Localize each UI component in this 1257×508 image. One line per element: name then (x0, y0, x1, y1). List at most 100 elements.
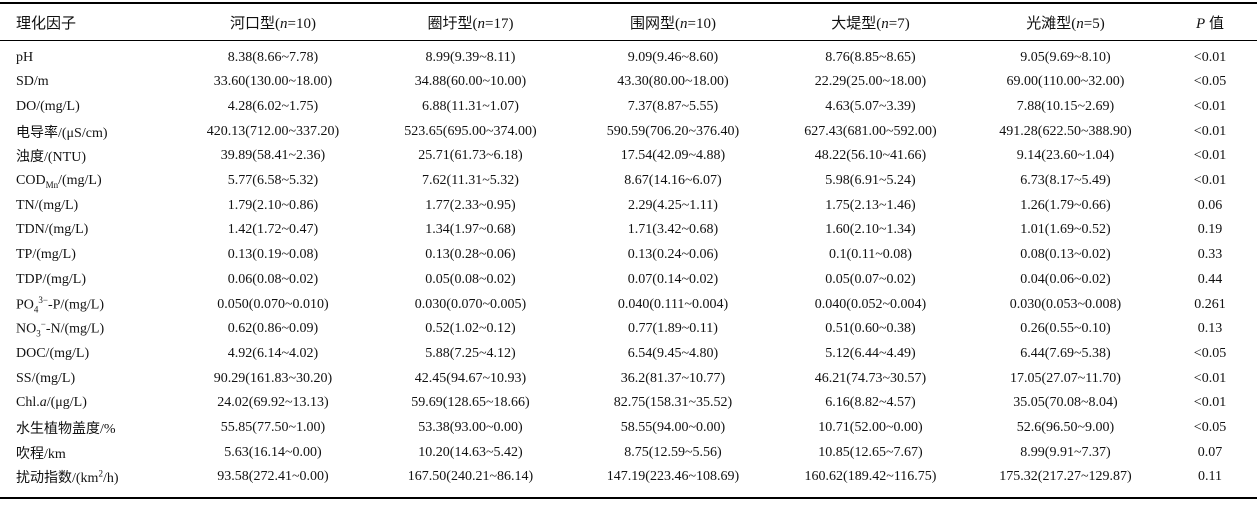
value-cell: 6.73(8.17~5.49) (1020, 173, 1111, 189)
table-row: 浊度/(NTU) 39.89(58.41~2.36) 25.71(61.73~6.1… (0, 144, 1257, 169)
value-cell: 6.44(7.69~5.38) (1020, 345, 1111, 361)
factor-cell: 扰动指数/(km2/h) (16, 468, 119, 487)
factor-cell: TN/(mg/L) (16, 197, 79, 213)
p-value-cell: 0.44 (1197, 271, 1223, 287)
value-cell: 1.42(1.72~0.47) (227, 222, 319, 238)
value-cell: 0.51(0.60~0.38) (825, 321, 916, 337)
p-value-cell: 0.261 (1194, 296, 1226, 312)
p-value-cell: <0.01 (1193, 173, 1227, 189)
factor-cell: Chl.a/(μg/L) (16, 395, 87, 411)
factor-cell: pH (16, 50, 34, 65)
p-value-cell: <0.01 (1193, 148, 1227, 164)
p-value-cell: <0.05 (1193, 419, 1227, 435)
table-row: 水生植物盖度/% 55.85(77.50~1.00) 53.38(93.00~0.0… (0, 416, 1257, 441)
value-cell: 5.98(6.91~5.24) (825, 173, 916, 189)
header-col-2: 圈圩型(n=17) (427, 15, 514, 32)
factor-cell: 浊度/(NTU) (16, 150, 86, 166)
p-value-cell: <0.01 (1193, 370, 1227, 386)
p-value-cell: 0.19 (1197, 222, 1223, 238)
value-cell: 0.05(0.07~0.02) (825, 271, 916, 287)
value-cell: 0.08(0.13~0.02) (1020, 247, 1111, 263)
factor-cell: 水生植物盖度/% (16, 421, 116, 437)
p-value-cell: <0.01 (1193, 123, 1227, 139)
table-row: SD/m 33.60(130.00~18.00) 34.88(60.00~10.00… (0, 70, 1257, 95)
bottom-rule (0, 497, 1257, 499)
value-cell: 8.76(8.85~8.65) (825, 50, 916, 65)
value-cell: 93.58(272.41~0.00) (217, 469, 329, 485)
value-cell: 25.71(61.73~6.18) (418, 148, 523, 164)
value-cell: 1.79(2.10~0.86) (227, 197, 319, 213)
value-cell: 0.050(0.070~0.010) (217, 296, 329, 312)
factor-cell: CODMn/(mg/L) (16, 172, 102, 190)
value-cell: 1.34(1.97~0.68) (425, 222, 516, 238)
value-cell: 0.13(0.24~0.06) (627, 247, 719, 263)
value-cell: 46.21(74.73~30.57) (814, 370, 927, 386)
table-row: PO43−-P/(mg/L) 0.050(0.070~0.010) 0.030(0.… (0, 292, 1257, 317)
value-cell: 36.2(81.37~10.77) (620, 370, 726, 386)
value-cell: 627.43(681.00~592.00) (804, 123, 937, 139)
value-cell: 10.20(14.63~5.42) (418, 444, 523, 460)
table-row: NO3−-N/(mg/L) 0.62(0.86~0.09) 0.52(1.02~0.… (0, 317, 1257, 342)
value-cell: 9.05(9.69~8.10) (1020, 50, 1111, 65)
value-cell: 1.75(2.13~1.46) (825, 197, 916, 213)
p-value-cell: 0.06 (1197, 197, 1223, 213)
value-cell: 6.88(11.31~1.07) (422, 99, 519, 115)
table-row: CODMn/(mg/L) 5.77(6.58~5.32) 7.62(11.31~5.… (0, 169, 1257, 194)
value-cell: 4.28(6.02~1.75) (227, 99, 319, 115)
value-cell: 6.54(9.45~4.80) (627, 345, 719, 361)
value-cell: 175.32(217.27~129.87) (999, 469, 1132, 485)
table-row: TDN/(mg/L) 1.42(1.72~0.47) 1.34(1.97~0.68)… (0, 218, 1257, 243)
value-cell: 420.13(712.00~337.20) (206, 123, 340, 139)
value-cell: 90.29(161.83~30.20) (213, 370, 333, 386)
header-col-4: 大堤型(n=7) (831, 15, 910, 32)
p-value-cell: <0.01 (1193, 50, 1227, 65)
value-cell: 147.19(223.46~108.69) (606, 469, 740, 485)
value-cell: 6.16(8.82~4.57) (825, 395, 916, 411)
value-cell: 2.29(4.25~1.11) (628, 197, 718, 213)
p-value-cell: <0.05 (1193, 74, 1227, 90)
header-col-3: 围网型(n=10) (630, 15, 716, 32)
value-cell: 8.38(8.66~7.78) (227, 50, 319, 65)
value-cell: 43.30(80.00~18.00) (617, 74, 729, 90)
value-cell: 10.71(52.00~0.00) (818, 419, 923, 435)
factor-cell: TP/(mg/L) (16, 247, 76, 263)
table-header: 理化因子 河口型(n=10) 圈圩型(n=17) 围网型(n=10) 大堤型(n… (0, 4, 1257, 40)
value-cell: 8.67(14.16~6.07) (624, 173, 722, 189)
value-cell: 0.13(0.28~0.06) (425, 247, 516, 263)
value-cell: 0.52(1.02~0.12) (425, 321, 516, 337)
table-body: pH 8.38(8.66~7.78) 8.99(9.39~8.11) 9.09(9.4… (0, 40, 1257, 490)
p-value-cell: 0.07 (1197, 444, 1223, 460)
value-cell: 8.99(9.91~7.37) (1020, 444, 1111, 460)
value-cell: 55.85(77.50~1.00) (220, 419, 326, 435)
table-row: DOC/(mg/L) 4.92(6.14~4.02) 5.88(7.25~4.12)… (0, 342, 1257, 367)
factor-cell: SS/(mg/L) (16, 370, 76, 386)
value-cell: 58.55(94.00~0.00) (620, 419, 726, 435)
factor-cell: TDN/(mg/L) (16, 222, 89, 238)
table-row: Chl.a/(μg/L) 24.02(69.92~13.13) 59.69(128.… (0, 391, 1257, 416)
value-cell: 590.59(706.20~376.40) (606, 123, 740, 139)
header-col-1: 河口型(n=10) (230, 15, 316, 32)
table-row: TP/(mg/L) 0.13(0.19~0.08) 0.13(0.28~0.06) 0… (0, 243, 1257, 268)
factor-cell: DO/(mg/L) (16, 99, 80, 115)
value-cell: 0.26(0.55~0.10) (1020, 321, 1111, 337)
value-cell: 52.6(96.50~9.00) (1016, 419, 1115, 435)
physicochemical-table: 理化因子 河口型(n=10) 圈圩型(n=17) 围网型(n=10) 大堤型(n… (0, 4, 1257, 490)
value-cell: 82.75(158.31~35.52) (613, 395, 733, 411)
value-cell: 0.040(0.111~0.004) (617, 296, 729, 312)
value-cell: 59.69(128.65~18.66) (411, 395, 530, 411)
value-cell: 69.00(110.00~32.00) (1006, 74, 1125, 90)
value-cell: 0.13(0.19~0.08) (227, 247, 319, 263)
value-cell: 9.09(9.46~8.60) (627, 50, 719, 65)
value-cell: 0.030(0.053~0.008) (1009, 296, 1122, 312)
header-row: 理化因子 河口型(n=10) 圈圩型(n=17) 围网型(n=10) 大堤型(n… (0, 4, 1257, 40)
factor-cell: DOC/(mg/L) (16, 345, 90, 361)
value-cell: 7.37(8.87~5.55) (627, 99, 719, 115)
value-cell: 34.88(60.00~10.00) (414, 74, 527, 90)
value-cell: 0.07(0.14~0.02) (627, 271, 719, 287)
value-cell: 10.85(12.65~7.67) (818, 444, 923, 460)
table-row: 吹程/km 5.63(16.14~0.00) 10.20(14.63~5.42) 8.… (0, 440, 1257, 465)
value-cell: 17.54(42.09~4.88) (620, 148, 726, 164)
value-cell: 24.02(69.92~13.13) (217, 395, 329, 411)
table-row: SS/(mg/L) 90.29(161.83~30.20) 42.45(94.67~… (0, 366, 1257, 391)
value-cell: 39.89(58.41~2.36) (220, 148, 326, 164)
